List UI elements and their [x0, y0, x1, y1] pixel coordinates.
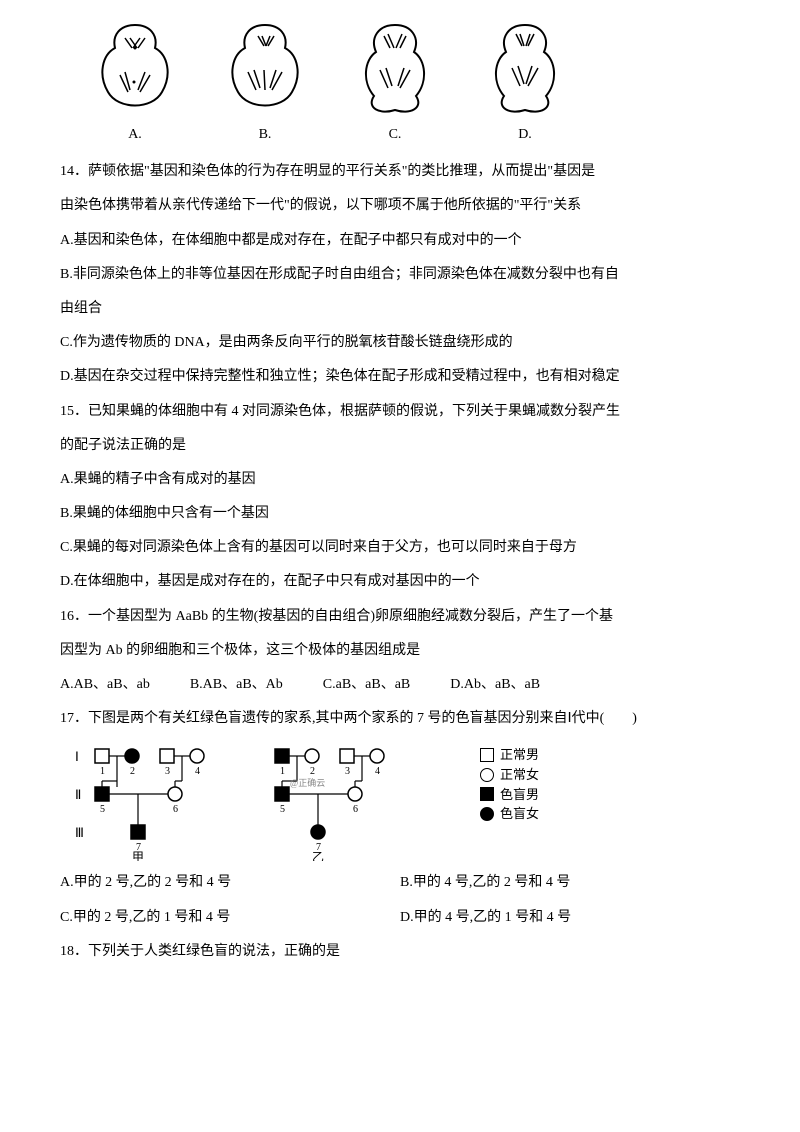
- legend-cb-female: 色盲女: [480, 806, 539, 822]
- legend-normal-female: 正常女: [480, 767, 539, 783]
- q17-opt-a: A.甲的 2 号,乙的 2 号和 4 号: [60, 867, 400, 899]
- q15-opt-b: B.果蝇的体细胞中只含有一个基因: [60, 498, 740, 530]
- jia-label: 甲: [132, 850, 144, 861]
- svg-text:1: 1: [280, 766, 285, 777]
- q14-opt-b1: B.非同源染色体上的非等位基因在形成配子时自由组合；非同源染色体在减数分裂中也有…: [60, 259, 740, 291]
- q16-stem-1: 16．一个基因型为 AaBb 的生物(按基因的自由组合)卵原细胞经减数分裂后，产…: [60, 601, 740, 633]
- q15-stem-1: 15．已知果蝇的体细胞中有 4 对同源染色体，根据萨顿的假说，下列关于果蝇减数分…: [60, 396, 740, 428]
- q17-opt-d: D.甲的 4 号,乙的 1 号和 4 号: [400, 902, 740, 934]
- q14-stem-2: 由染色体携带着从亲代传递给下一代"的假说，以下哪项不属于他所依据的"平行"关系: [60, 190, 740, 222]
- cell-fig-d: D.: [480, 20, 570, 151]
- gen-2: Ⅱ: [75, 787, 81, 802]
- watermark: @正确云: [290, 777, 325, 788]
- q16-opt-b: B.AB、aB、Ab: [190, 669, 283, 701]
- q17-opt-b: B.甲的 4 号,乙的 2 号和 4 号: [400, 867, 740, 899]
- legend-normal-male: 正常男: [480, 747, 539, 763]
- q17-opt-c: C.甲的 2 号,乙的 1 号和 4 号: [60, 902, 400, 934]
- q15-opt-a: A.果蝇的精子中含有成对的基因: [60, 464, 740, 496]
- svg-text:3: 3: [165, 766, 170, 777]
- q14-opt-b2: 由组合: [60, 293, 740, 325]
- q16-opt-d: D.Ab、aB、aB: [450, 669, 540, 701]
- pedigree-legend: 正常男 正常女 色盲男 色盲女: [480, 747, 539, 821]
- cell-svg-a: [90, 20, 180, 115]
- cell-label-c: C.: [389, 119, 402, 151]
- q17-options-cd: C.甲的 2 号,乙的 1 号和 4 号 D.甲的 4 号,乙的 1 号和 4 …: [60, 902, 740, 934]
- q17-options-ab: A.甲的 2 号,乙的 2 号和 4 号 B.甲的 4 号,乙的 2 号和 4 …: [60, 867, 740, 899]
- svg-text:2: 2: [310, 766, 315, 777]
- legend-cb-male: 色盲男: [480, 787, 539, 803]
- cell-fig-a: A.: [90, 20, 180, 151]
- svg-text:4: 4: [195, 766, 200, 777]
- gen-3: Ⅲ: [75, 825, 84, 840]
- svg-text:5: 5: [100, 804, 105, 815]
- q14-opt-c: C.作为遗传物质的 DNA，是由两条反向平行的脱氧核苷酸长链盘绕形成的: [60, 327, 740, 359]
- yi-label: 乙: [312, 850, 324, 861]
- q14-stem-1: 14．萨顿依据"基因和染色体的行为存在明显的平行关系"的类比推理，从而提出"基因…: [60, 156, 740, 188]
- svg-text:4: 4: [375, 766, 380, 777]
- cell-label-d: D.: [518, 119, 532, 151]
- cell-svg-d: [480, 20, 570, 115]
- svg-text:2: 2: [130, 766, 135, 777]
- q14-opt-d: D.基因在杂交过程中保持完整性和独立性；染色体在配子形成和受精过程中，也有相对稳…: [60, 361, 740, 393]
- svg-text:6: 6: [173, 804, 178, 815]
- q15-opt-c: C.果蝇的每对同源染色体上含有的基因可以同时来自于父方，也可以同时来自于母方: [60, 532, 740, 564]
- svg-text:1: 1: [100, 766, 105, 777]
- svg-text:6: 6: [353, 804, 358, 815]
- q16-opt-a: A.AB、aB、ab: [60, 669, 150, 701]
- q16-options: A.AB、aB、ab B.AB、aB、Ab C.aB、aB、aB D.Ab、aB…: [60, 669, 740, 701]
- q15-stem-2: 的配子说法正确的是: [60, 430, 740, 462]
- cell-diagram-row: A. B. C. D.: [90, 20, 740, 151]
- cell-svg-b: [220, 20, 310, 115]
- q16-opt-c: C.aB、aB、aB: [323, 669, 411, 701]
- cell-label-a: A.: [128, 119, 142, 151]
- q18-stem: 18．下列关于人类红绿色盲的说法，正确的是: [60, 936, 740, 968]
- svg-text:3: 3: [345, 766, 350, 777]
- cell-svg-c: [350, 20, 440, 115]
- cell-label-b: B.: [259, 119, 272, 151]
- pedigree-svg: Ⅰ Ⅱ Ⅲ 1 2 3 4 5 6 7 甲 1: [70, 741, 460, 861]
- pedigree-wrap: Ⅰ Ⅱ Ⅲ 1 2 3 4 5 6 7 甲 1: [70, 741, 740, 861]
- cell-fig-c: C.: [350, 20, 440, 151]
- q14-opt-a: A.基因和染色体，在体细胞中都是成对存在，在配子中都只有成对中的一个: [60, 225, 740, 257]
- q15-opt-d: D.在体细胞中，基因是成对存在的，在配子中只有成对基因中的一个: [60, 566, 740, 598]
- q17-stem: 17．下图是两个有关红绿色盲遗传的家系,其中两个家系的 7 号的色盲基因分别来自…: [60, 703, 740, 735]
- svg-text:5: 5: [280, 804, 285, 815]
- gen-1: Ⅰ: [75, 749, 79, 764]
- cell-fig-b: B.: [220, 20, 310, 151]
- q16-stem-2: 因型为 Ab 的卵细胞和三个极体，这三个极体的基因组成是: [60, 635, 740, 667]
